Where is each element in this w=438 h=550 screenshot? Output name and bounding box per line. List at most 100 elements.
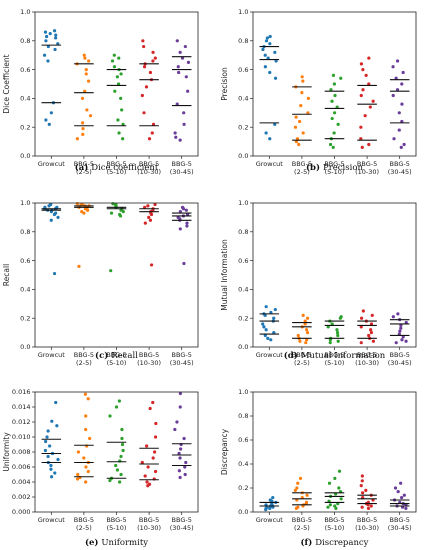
x-tick-label: BBG-5 bbox=[324, 516, 344, 524]
data-point bbox=[330, 116, 334, 121]
y-axis-label: Recall bbox=[2, 264, 11, 286]
data-point bbox=[140, 93, 144, 98]
data-point bbox=[80, 121, 85, 125]
y-tick-label: 0.014 bbox=[12, 403, 31, 411]
data-point bbox=[264, 508, 268, 512]
data-point bbox=[359, 316, 364, 320]
caption-text: Recall bbox=[111, 351, 138, 361]
data-point bbox=[178, 475, 182, 480]
y-tick-label: 0.6 bbox=[238, 257, 248, 265]
plot-frame bbox=[252, 391, 417, 513]
data-point bbox=[178, 405, 182, 409]
data-point bbox=[44, 39, 48, 43]
x-tick-label: (10-30) bbox=[137, 524, 161, 532]
data-point bbox=[146, 204, 150, 208]
y-tick-label: 0.010 bbox=[12, 433, 31, 441]
data-point bbox=[76, 450, 81, 454]
data-point bbox=[121, 210, 125, 214]
data-point bbox=[404, 320, 408, 325]
data-point bbox=[184, 208, 188, 212]
data-point bbox=[298, 339, 302, 343]
data-point bbox=[265, 36, 270, 40]
data-point bbox=[298, 476, 303, 480]
data-point bbox=[369, 322, 374, 326]
data-point bbox=[121, 137, 125, 141]
data-point bbox=[84, 68, 88, 72]
data-point bbox=[394, 76, 398, 80]
data-point bbox=[177, 70, 181, 75]
data-point bbox=[87, 59, 91, 63]
data-point bbox=[141, 39, 145, 43]
data-point bbox=[331, 145, 335, 149]
data-point bbox=[273, 122, 277, 126]
x-tick-label: Growcut bbox=[38, 351, 66, 359]
data-point bbox=[49, 463, 53, 468]
data-point bbox=[363, 114, 367, 118]
data-point bbox=[145, 444, 149, 448]
data-point bbox=[360, 474, 364, 478]
y-tick-label: 0.4 bbox=[20, 286, 30, 294]
data-point bbox=[140, 460, 144, 465]
data-point bbox=[81, 127, 85, 131]
data-point bbox=[184, 460, 188, 465]
data-point bbox=[154, 421, 158, 426]
y-tick-label: 0.002 bbox=[12, 493, 31, 501]
data-point bbox=[76, 472, 80, 477]
data-point bbox=[338, 316, 342, 320]
data-point bbox=[54, 33, 58, 37]
data-point bbox=[400, 338, 404, 342]
data-point bbox=[116, 82, 121, 86]
y-tick-label: 0.6 bbox=[238, 436, 248, 444]
x-tick-label: BBG-5 bbox=[74, 160, 94, 168]
data-point bbox=[146, 465, 150, 469]
data-point bbox=[49, 218, 53, 222]
data-point bbox=[268, 70, 272, 75]
caption-letter: (c) bbox=[95, 350, 111, 361]
data-point bbox=[264, 305, 268, 309]
data-point bbox=[264, 39, 269, 43]
y-tick-label: 0.8 bbox=[238, 412, 248, 420]
data-point bbox=[111, 202, 115, 206]
data-point bbox=[181, 207, 186, 211]
x-tick-label: (5-10) bbox=[325, 359, 345, 367]
data-point bbox=[183, 465, 187, 469]
data-point bbox=[361, 491, 365, 495]
data-point bbox=[184, 75, 188, 79]
x-tick-label: (30-45) bbox=[170, 524, 194, 532]
data-point bbox=[331, 73, 336, 77]
data-point bbox=[83, 392, 88, 396]
data-point bbox=[334, 506, 338, 510]
data-point bbox=[75, 137, 79, 141]
y-axis-label: Dice Coefficient bbox=[2, 54, 11, 113]
data-point bbox=[150, 131, 154, 135]
data-point bbox=[369, 331, 374, 335]
y-tick-label: 0.8 bbox=[238, 37, 248, 45]
data-point bbox=[45, 435, 49, 439]
data-point bbox=[337, 469, 342, 473]
x-tick-label: BBG-5 bbox=[357, 351, 377, 359]
data-point bbox=[142, 111, 146, 115]
data-point bbox=[49, 467, 53, 471]
data-point bbox=[300, 75, 304, 79]
data-point bbox=[120, 436, 124, 441]
data-point bbox=[402, 493, 406, 497]
x-tick-label: Growcut bbox=[256, 160, 284, 168]
data-point bbox=[306, 111, 310, 115]
data-point bbox=[109, 269, 113, 273]
data-point bbox=[110, 59, 115, 63]
data-point bbox=[178, 227, 182, 231]
data-point bbox=[294, 506, 299, 510]
data-point bbox=[305, 316, 310, 320]
data-point bbox=[146, 484, 150, 488]
data-point bbox=[298, 119, 302, 124]
data-point bbox=[328, 338, 332, 342]
data-point bbox=[359, 125, 363, 129]
data-point bbox=[82, 456, 86, 460]
data-point bbox=[273, 307, 277, 312]
data-point bbox=[83, 56, 87, 60]
data-point bbox=[151, 50, 155, 54]
data-point bbox=[85, 108, 89, 112]
data-point bbox=[75, 202, 79, 206]
data-point bbox=[370, 313, 374, 317]
data-point bbox=[327, 481, 332, 485]
